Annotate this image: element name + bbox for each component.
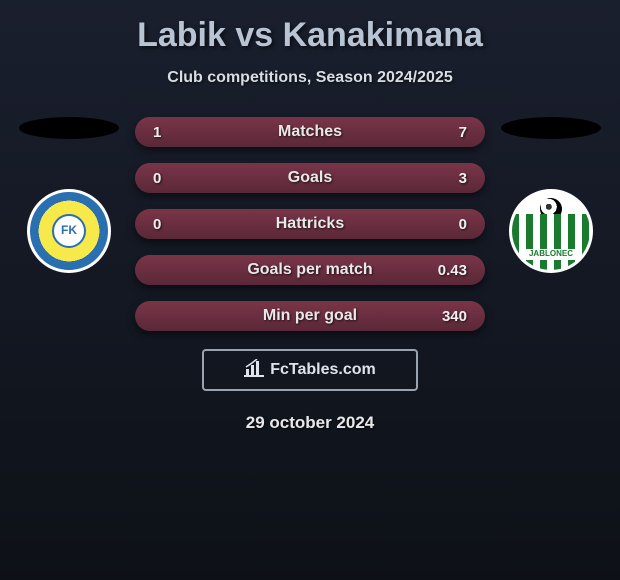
stats-section: FK 1 Matches 7 0 Goals 3 0 Hattricks 0 G… [0,117,620,331]
stripes-bg [512,214,590,270]
page-title: Labik vs Kanakimana [0,16,620,55]
club-right-label: JABLONEC [525,249,577,260]
stat-label: Min per goal [263,307,357,325]
stat-right-value: 3 [459,170,467,187]
stat-row-gpm: Goals per match 0.43 [135,255,485,285]
stat-right-value: 0 [459,216,467,233]
stat-bars: 1 Matches 7 0 Goals 3 0 Hattricks 0 Goal… [135,117,485,331]
stat-left-value: 0 [153,170,161,187]
brand-text: FcTables.com [270,361,376,379]
brand-link[interactable]: FcTables.com [202,349,418,391]
club-logo-right: JABLONEC [509,189,593,273]
stat-label: Matches [278,123,342,141]
stat-row-matches: 1 Matches 7 [135,117,485,147]
comparison-card: Labik vs Kanakimana Club competitions, S… [0,0,620,443]
right-club-column: JABLONEC [501,117,601,273]
stat-row-goals: 0 Goals 3 [135,163,485,193]
season-subtitle: Club competitions, Season 2024/2025 [0,69,620,87]
stat-row-mpg: Min per goal 340 [135,301,485,331]
chart-icon [244,359,264,382]
generated-date: 29 october 2024 [0,413,620,433]
shadow-ellipse [19,117,119,139]
stat-right-value: 340 [442,308,467,325]
stat-row-hattricks: 0 Hattricks 0 [135,209,485,239]
stat-label: Hattricks [276,215,344,233]
stat-left-value: 0 [153,216,161,233]
stat-label: Goals [288,169,332,187]
shadow-ellipse [501,117,601,139]
club-logo-left: FK [27,189,111,273]
club-left-abbrev: FK [61,224,77,237]
stat-label: Goals per match [247,261,372,279]
left-club-column: FK [19,117,119,273]
stat-right-value: 7 [459,124,467,141]
stat-left-value: 1 [153,124,161,141]
stat-right-value: 0.43 [438,262,467,279]
